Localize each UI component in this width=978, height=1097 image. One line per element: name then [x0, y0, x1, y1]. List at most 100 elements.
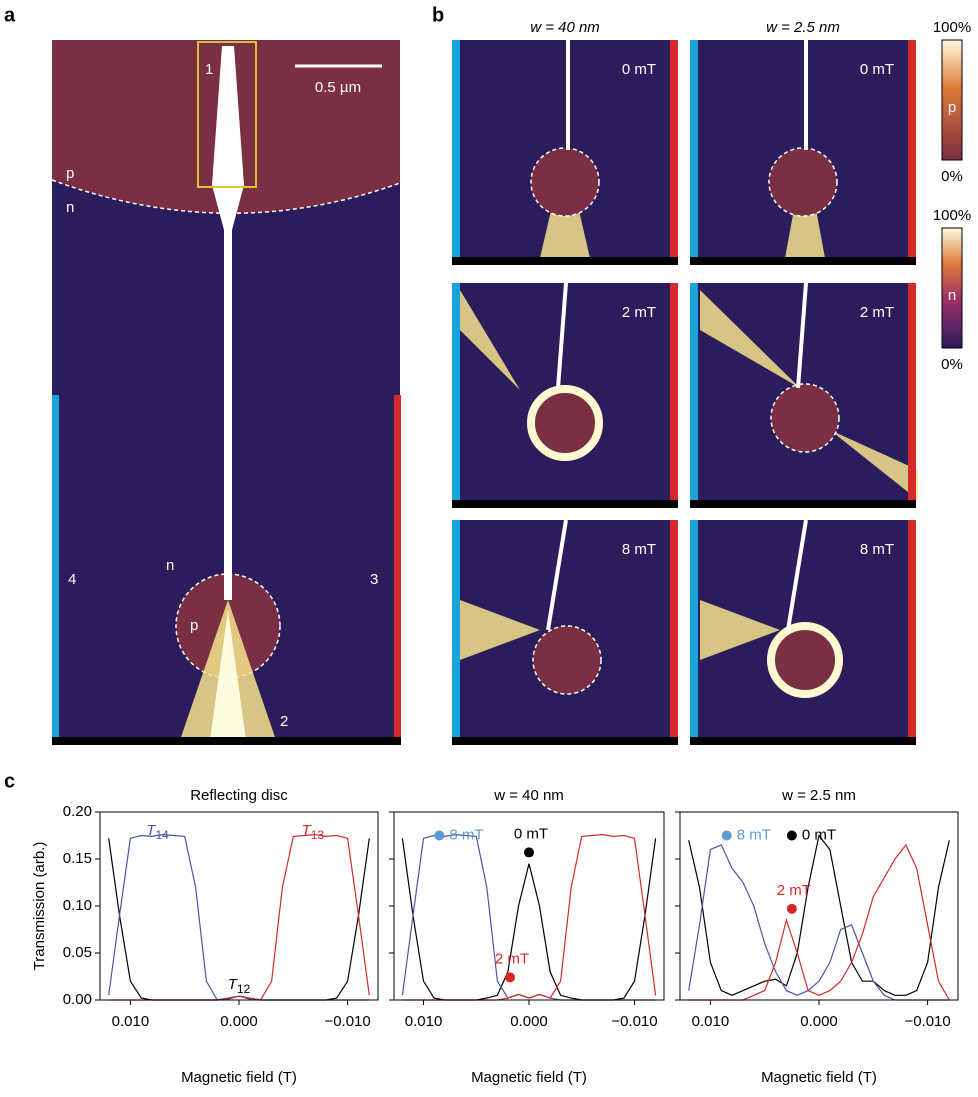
panel-c: Reflecting disc Magnetic field (T) Transmi… — [31, 787, 959, 1086]
colorbar-top: 100% — [933, 19, 971, 36]
x-tick-label: 0.010 — [112, 1013, 150, 1030]
beam-core — [210, 610, 246, 740]
marker-label: 0 mT — [802, 826, 836, 843]
x-tick-label: −0.010 — [904, 1013, 950, 1030]
colorbar-bottom: 0% — [941, 356, 963, 373]
plot-frame — [679, 811, 959, 1001]
contact-bottom — [690, 500, 916, 508]
disc — [770, 383, 840, 453]
contact-right — [670, 283, 678, 508]
column-title: w = 2.5 nm — [766, 19, 840, 36]
plot-frame — [99, 811, 379, 1001]
field-label: 8 mT — [860, 541, 894, 558]
series-line — [108, 833, 370, 1001]
marker-dot — [721, 830, 732, 841]
beam — [700, 600, 780, 660]
colorbar-letter: p — [948, 99, 956, 116]
curve-label-main: T — [228, 976, 239, 993]
series-line — [108, 838, 370, 1001]
x-tick-label: 0.010 — [692, 1013, 730, 1030]
marker-dot — [786, 903, 797, 914]
contact-4 — [52, 395, 59, 740]
disc — [527, 385, 603, 461]
curve-label-main: T — [146, 822, 157, 839]
field-label: 8 mT — [622, 541, 656, 558]
x-tick-label: −0.010 — [324, 1013, 370, 1030]
contact-left — [690, 40, 698, 265]
colorbar-letter: n — [948, 287, 956, 304]
x-tick-label: 0.000 — [510, 1013, 548, 1030]
marker-dot — [505, 972, 516, 983]
marker-label: 2 mT — [495, 950, 529, 967]
colorbar-top: 100% — [933, 207, 971, 224]
beam — [830, 430, 918, 500]
series-line — [108, 833, 370, 1001]
panel-label: b — [432, 4, 444, 26]
curve-label: T14 — [146, 822, 169, 842]
region-label: p — [190, 617, 198, 634]
beam — [460, 600, 540, 660]
y-tick-label: 0.10 — [63, 897, 92, 914]
line-chart: w = 2.5 nm Magnetic field (T) 0.010 0.000 −0… — [675, 787, 959, 1086]
contact-right — [908, 40, 916, 265]
field-label: 2 mT — [860, 304, 894, 321]
beam-stripe — [556, 282, 568, 389]
series-line — [402, 833, 657, 1001]
beam-stripe — [212, 46, 244, 600]
beam — [700, 290, 800, 388]
chart-title: Reflecting disc — [190, 787, 288, 804]
contact-left — [452, 40, 460, 265]
line-chart: w = 40 nm Magnetic field (T) 0.010 0.000 −0.… — [389, 787, 665, 1086]
field-label: 0 mT — [622, 61, 656, 78]
contact-bottom — [452, 737, 678, 745]
colorbar — [941, 39, 963, 161]
contact-bottom — [690, 737, 916, 745]
contact-bottom — [690, 257, 916, 265]
panel-a: 0.5 µm 1 2 3 4 p n n p — [51, 40, 401, 745]
series-line — [401, 838, 657, 1001]
contact-left — [452, 520, 460, 745]
beam — [460, 290, 520, 390]
column-title: w = 40 nm — [530, 19, 600, 36]
curve-label: T13 — [302, 822, 325, 842]
curve-label: T12 — [228, 976, 251, 996]
region-label: n — [66, 199, 74, 216]
disc — [768, 147, 838, 217]
contact-label: 1 — [205, 61, 213, 78]
contact-bottom — [452, 257, 678, 265]
y-tick-label: 0.00 — [63, 991, 92, 1008]
chart-title: w = 2.5 nm — [781, 787, 856, 804]
scale-label: 0.5 µm — [315, 79, 361, 96]
contact-left — [690, 520, 698, 745]
series-line — [688, 834, 950, 996]
contact-right — [670, 520, 678, 745]
marker-dot — [524, 847, 534, 858]
field-label: 2 mT — [622, 304, 656, 321]
contact-right — [908, 283, 916, 508]
contact-left — [690, 283, 698, 508]
curve-label-sub: 13 — [311, 828, 325, 842]
panel-label: c — [4, 770, 15, 792]
x-tick-label: 0.010 — [405, 1013, 443, 1030]
colorbar-bottom: 0% — [941, 168, 963, 185]
marker-dot — [434, 830, 445, 841]
x-axis-label: Magnetic field (T) — [181, 1069, 297, 1086]
contact-bottom — [452, 500, 678, 508]
beam-stripe — [546, 519, 568, 631]
contact-label: 2 — [280, 713, 288, 730]
contact-3 — [394, 395, 401, 740]
marker-label: 8 mT — [737, 826, 771, 843]
y-axis-label: Transmission (arb.) — [31, 842, 48, 971]
x-tick-label: 0.000 — [800, 1013, 838, 1030]
disc — [532, 625, 602, 695]
series-line — [401, 833, 656, 1001]
series-line — [688, 843, 950, 1001]
contact-2 — [52, 737, 401, 745]
line-chart: Reflecting disc Magnetic field (T) Transmi… — [31, 787, 379, 1086]
plot-frame — [393, 811, 665, 1001]
y-tick-label: 0.05 — [63, 944, 92, 961]
contact-label: 3 — [370, 571, 378, 588]
x-tick-label: 0.000 — [220, 1013, 258, 1030]
contact-right — [670, 40, 678, 265]
